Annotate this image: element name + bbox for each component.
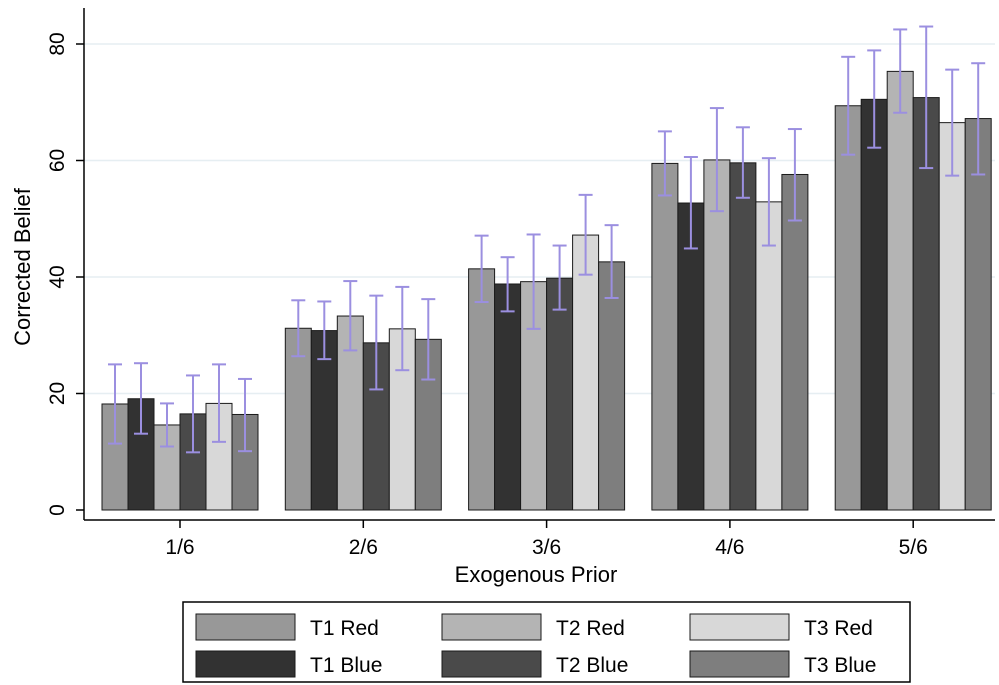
bar: [468, 268, 496, 511]
x-tick-label: 4/6: [715, 536, 744, 559]
legend: T1 Red T2 Red T3 Red T1 Blue T2 Blue T3 Blue: [182, 601, 911, 683]
y-axis-label: Corrected Belief: [10, 187, 35, 346]
x-tick-label: 5/6: [899, 536, 928, 559]
bar: [860, 98, 888, 511]
y-tick-label: 0: [46, 504, 69, 516]
legend-label: T2 Red: [556, 617, 625, 640]
x-axis-label: Exogenous Prior: [455, 562, 618, 587]
y-tick-label: 60: [46, 149, 69, 172]
x-tick-label: 1/6: [165, 536, 194, 559]
y-tick-label: 40: [46, 265, 69, 288]
axes: 1/6 2/6 3/6 4/6 5/6 0 20 40 60 80: [46, 8, 995, 559]
x-tick-label: 2/6: [349, 536, 378, 559]
legend-swatch: [195, 650, 296, 678]
bar: [546, 277, 574, 511]
legend-swatch: [195, 613, 296, 641]
legend-label: T3 Red: [804, 617, 873, 640]
y-tick-label: 80: [46, 32, 69, 55]
bar: [964, 118, 992, 511]
bar: [938, 122, 966, 511]
bar: [886, 70, 914, 511]
legend-swatch: [441, 650, 542, 678]
bars: [101, 70, 992, 511]
legend-swatch: [689, 613, 790, 641]
bar: [729, 162, 757, 511]
y-tick-label: 20: [46, 382, 69, 405]
bar: [572, 234, 600, 511]
bar: [755, 201, 783, 511]
bar: [834, 105, 862, 511]
bar: [598, 261, 626, 511]
legend-swatch: [689, 650, 790, 678]
bar: [781, 173, 809, 511]
legend-label: T1 Red: [310, 617, 379, 640]
legend-label: T2 Blue: [556, 654, 628, 677]
bar: [703, 159, 731, 511]
bar: [651, 162, 679, 511]
error-bars: [108, 25, 986, 454]
legend-swatch: [441, 613, 542, 641]
bar: [494, 283, 522, 511]
legend-label: T3 Blue: [804, 654, 876, 677]
x-tick-label: 3/6: [532, 536, 561, 559]
legend-label: T1 Blue: [310, 654, 382, 677]
